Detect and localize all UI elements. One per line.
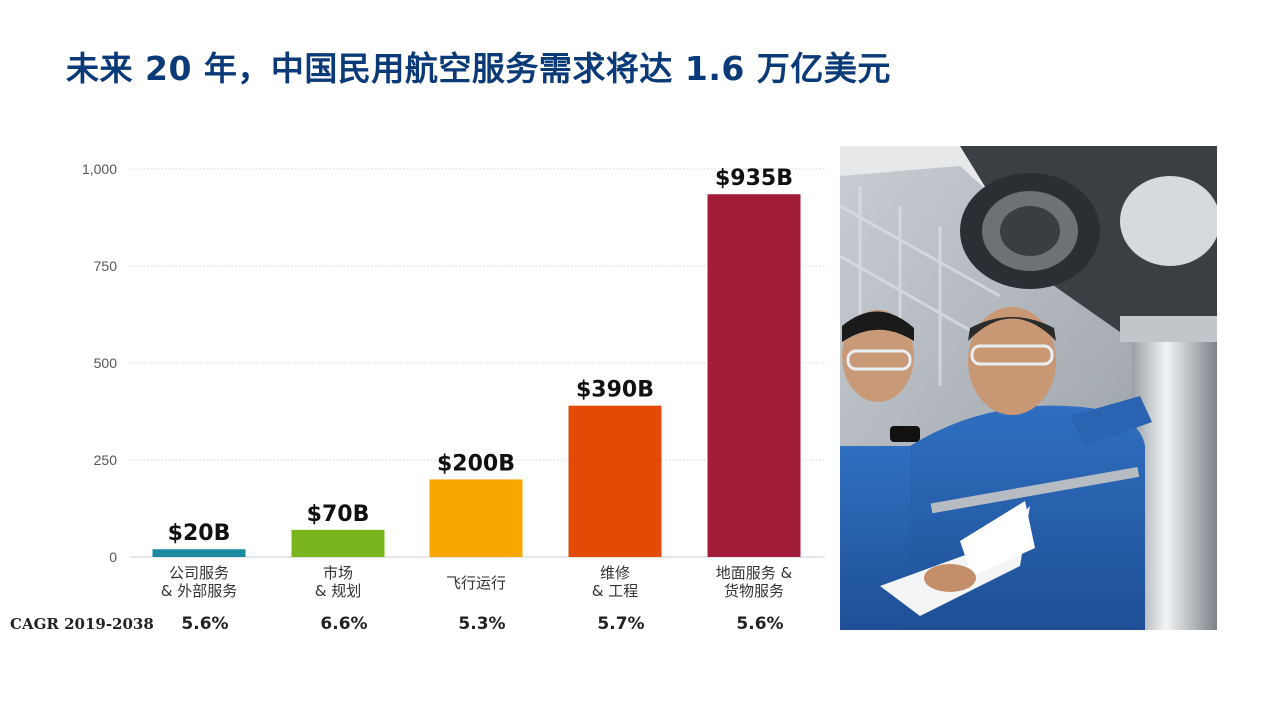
cagr-value: 5.3% xyxy=(458,614,505,634)
bar xyxy=(291,529,385,557)
data-label: $70B xyxy=(307,502,370,527)
y-tick-label: 500 xyxy=(94,355,118,371)
technicians-inspecting-landing-gear-photo xyxy=(840,146,1217,630)
bar xyxy=(152,549,246,557)
category-labels: 公司服务& 外部服务 市场& 规划 飞行运行 维修& 工程 地面服务 &货物服务 xyxy=(161,564,793,600)
category-label: 公司服务 xyxy=(169,564,229,582)
y-tick-label: 750 xyxy=(94,258,118,274)
y-axis-ticks: 0 250 500 750 1,000 xyxy=(82,161,117,565)
bar xyxy=(568,405,662,557)
data-label: $200B xyxy=(437,451,515,476)
cagr-row: CAGR 2019-2038 5.6% 6.6% 5.3% 5.7% 5.6% xyxy=(10,614,784,634)
data-labels: $20B $70B $200B $390B $935B xyxy=(168,166,793,546)
bars xyxy=(152,194,801,557)
bar xyxy=(707,194,801,557)
cagr-value: 5.6% xyxy=(181,614,228,634)
data-label: $390B xyxy=(576,378,654,403)
cagr-value: 6.6% xyxy=(320,614,367,634)
technicians-photo xyxy=(840,146,1217,630)
cagr-title: CAGR 2019-2038 xyxy=(10,615,154,633)
category-label: 维修 xyxy=(600,564,630,582)
category-label: 地面服务 & xyxy=(716,564,793,582)
cagr-value: 5.7% xyxy=(597,614,644,634)
cagr-value: 5.6% xyxy=(736,614,783,634)
bar xyxy=(429,479,523,557)
category-label: 货物服务 xyxy=(724,582,784,600)
category-label: & 外部服务 xyxy=(161,582,237,600)
data-label: $20B xyxy=(168,521,231,546)
data-label: $935B xyxy=(715,166,793,191)
y-tick-label: 250 xyxy=(94,452,118,468)
category-label: & 工程 xyxy=(592,582,638,600)
y-tick-label: 0 xyxy=(109,549,117,565)
y-tick-label: 1,000 xyxy=(82,161,117,177)
category-label: 市场 xyxy=(323,564,353,582)
category-label: 飞行运行 xyxy=(446,574,506,592)
category-label: & 规划 xyxy=(315,582,361,600)
page-title: 未来 20 年，中国民用航空服务需求将达 1.6 万亿美元 xyxy=(66,49,891,88)
